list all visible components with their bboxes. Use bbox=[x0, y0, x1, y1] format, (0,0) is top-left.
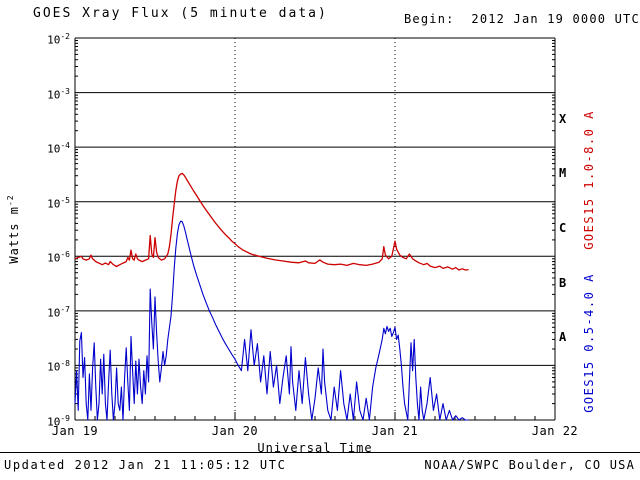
y-tick-label: 10-2 bbox=[47, 32, 70, 47]
flare-class-letter: C bbox=[559, 221, 567, 235]
x-tick-label: Jan 20 bbox=[211, 424, 259, 438]
y-tick-label: 10-4 bbox=[47, 141, 70, 156]
y-tick-label: 10-6 bbox=[47, 250, 70, 265]
flare-class-letter: X bbox=[559, 111, 567, 126]
y-tick-label: 10-3 bbox=[47, 86, 70, 102]
updated-timestamp: Updated 2012 Jan 21 11:05:12 UTC bbox=[4, 458, 287, 472]
y-tick-label: 10-8 bbox=[47, 359, 70, 375]
y-tick-label: 10-7 bbox=[47, 304, 70, 320]
flare-class-letter: B bbox=[559, 275, 567, 290]
x-axis-title: Universal Time bbox=[257, 441, 373, 455]
credit-label: NOAA/SWPC Boulder, CO USA bbox=[424, 458, 635, 472]
y-axis-title-exponent: -2 bbox=[6, 194, 15, 207]
flare-class-letter: A bbox=[559, 330, 567, 345]
y-axis-title: Watts m-2 bbox=[6, 169, 22, 289]
footer-divider bbox=[0, 452, 640, 453]
page-title: GOES Xray Flux (5 minute data) bbox=[33, 6, 328, 21]
x-tick-label: Jan 22 bbox=[531, 424, 579, 438]
x-tick-label: Jan 21 bbox=[371, 424, 419, 438]
y-tick-label: 10-5 bbox=[47, 195, 70, 211]
flare-class-letter: M bbox=[559, 166, 567, 181]
series-label-short-wavelength: GOES15 0.5-4.0 A bbox=[582, 273, 596, 413]
begin-time-label: Begin: 2012 Jan 19 0000 UTC bbox=[404, 12, 640, 26]
x-tick-label: Jan 19 bbox=[51, 424, 99, 438]
y-tick-label: 10-9 bbox=[47, 414, 70, 429]
y-axis-title-base: Watts m bbox=[7, 206, 21, 264]
